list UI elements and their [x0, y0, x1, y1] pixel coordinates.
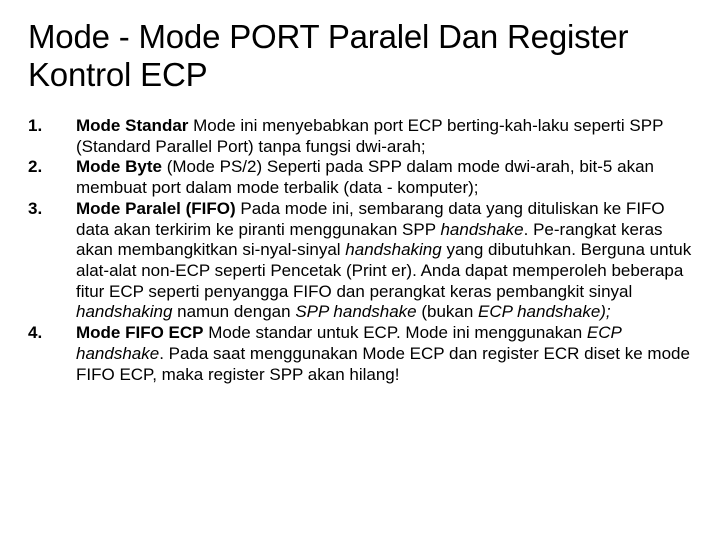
item-number: 4.	[28, 323, 76, 344]
list-item: 1. Mode Standar Mode ini menyebabkan por…	[28, 116, 692, 157]
item-number: 2.	[28, 157, 76, 178]
item-bold: Mode Byte	[76, 157, 162, 176]
item-number: 1.	[28, 116, 76, 137]
item-bold: Mode Standar	[76, 116, 188, 135]
mode-list: 1. Mode Standar Mode ini menyebabkan por…	[28, 116, 692, 386]
item-rest: (Mode PS/2) Seperti pada SPP dalam mode …	[76, 157, 654, 197]
item-body: Mode Standar Mode ini menyebabkan port E…	[76, 116, 692, 157]
list-item: 3. Mode Paralel (FIFO) Pada mode ini, se…	[28, 199, 692, 323]
item-body: Mode Paralel (FIFO) Pada mode ini, semba…	[76, 199, 692, 323]
list-item: 2. Mode Byte (Mode PS/2) Seperti pada SP…	[28, 157, 692, 198]
item-number: 3.	[28, 199, 76, 220]
item-bold: Mode FIFO ECP	[76, 323, 204, 342]
item-body: Mode FIFO ECP Mode standar untuk ECP. Mo…	[76, 323, 692, 385]
item-bold: Mode Paralel (FIFO)	[76, 199, 236, 218]
page-title: Mode - Mode PORT Paralel Dan Register Ko…	[28, 18, 692, 94]
item-body: Mode Byte (Mode PS/2) Seperti pada SPP d…	[76, 157, 692, 198]
list-item: 4. Mode FIFO ECP Mode standar untuk ECP.…	[28, 323, 692, 385]
